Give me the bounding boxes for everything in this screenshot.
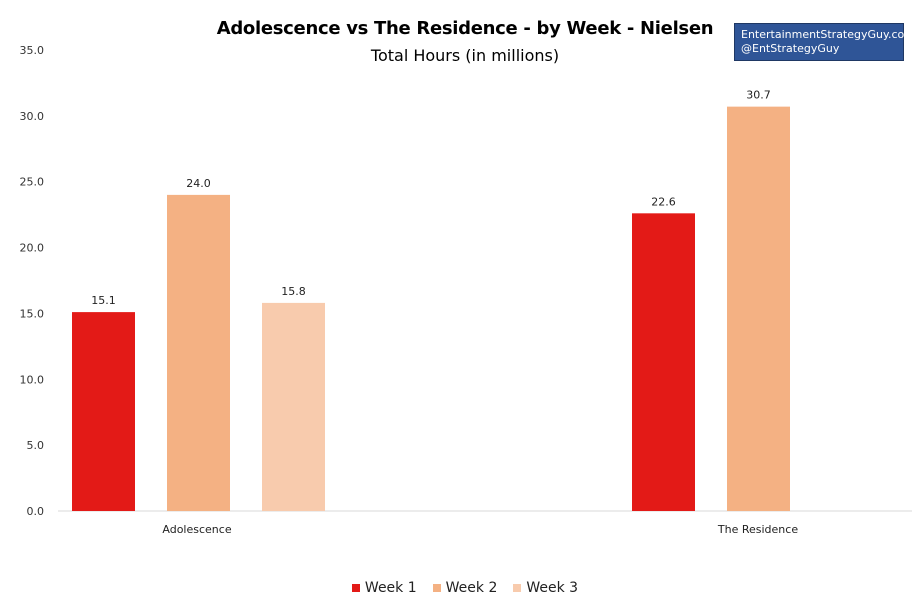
y-tick-label: 5.0 — [27, 439, 45, 452]
y-tick-label: 0.0 — [27, 505, 45, 518]
bar-week-1 — [632, 213, 695, 511]
data-label: 24.0 — [186, 177, 211, 190]
legend-swatch — [351, 584, 360, 592]
bar-week-2 — [727, 106, 790, 511]
legend-swatch — [432, 584, 441, 592]
legend-label: Week 1 — [364, 580, 417, 596]
y-tick-label: 15.0 — [20, 307, 45, 320]
legend-swatch — [513, 584, 522, 592]
data-label: 15.1 — [91, 294, 116, 307]
legend-item: Week 3 — [513, 580, 578, 596]
bar-week-1 — [72, 312, 135, 511]
y-tick-label: 30.0 — [20, 110, 45, 123]
y-tick-label: 20.0 — [20, 242, 45, 255]
credit-box: EntertainmentStrategyGuy.com @EntStrateg… — [734, 23, 915, 61]
chart-subtitle: Total Hours (in millions) — [370, 46, 560, 65]
legend-item: Week 1 — [351, 580, 417, 596]
y-tick-label: 10.0 — [20, 373, 45, 386]
credit-website: EntertainmentStrategyGuy.com — [741, 28, 915, 41]
chart-legend: Week 1 Week 2 Week 3 — [0, 580, 923, 596]
legend-label: Week 2 — [445, 580, 498, 596]
chart-title: Adolescence vs The Residence - by Week -… — [216, 18, 714, 39]
data-label: 22.6 — [651, 195, 676, 208]
y-tick-label: 25.0 — [20, 176, 45, 189]
bar-week-3 — [262, 302, 325, 511]
y-tick-label: 35.0 — [20, 44, 45, 57]
legend-item: Week 2 — [432, 580, 498, 596]
legend-label: Week 3 — [526, 580, 579, 596]
x-category-label: The Residence — [717, 523, 798, 536]
data-label: 30.7 — [746, 89, 771, 102]
bar-week-2 — [167, 194, 230, 511]
credit-handle: @EntStrategyGuy — [741, 42, 840, 55]
data-label: 15.8 — [281, 285, 306, 298]
x-category-label: Adolescence — [162, 523, 231, 536]
